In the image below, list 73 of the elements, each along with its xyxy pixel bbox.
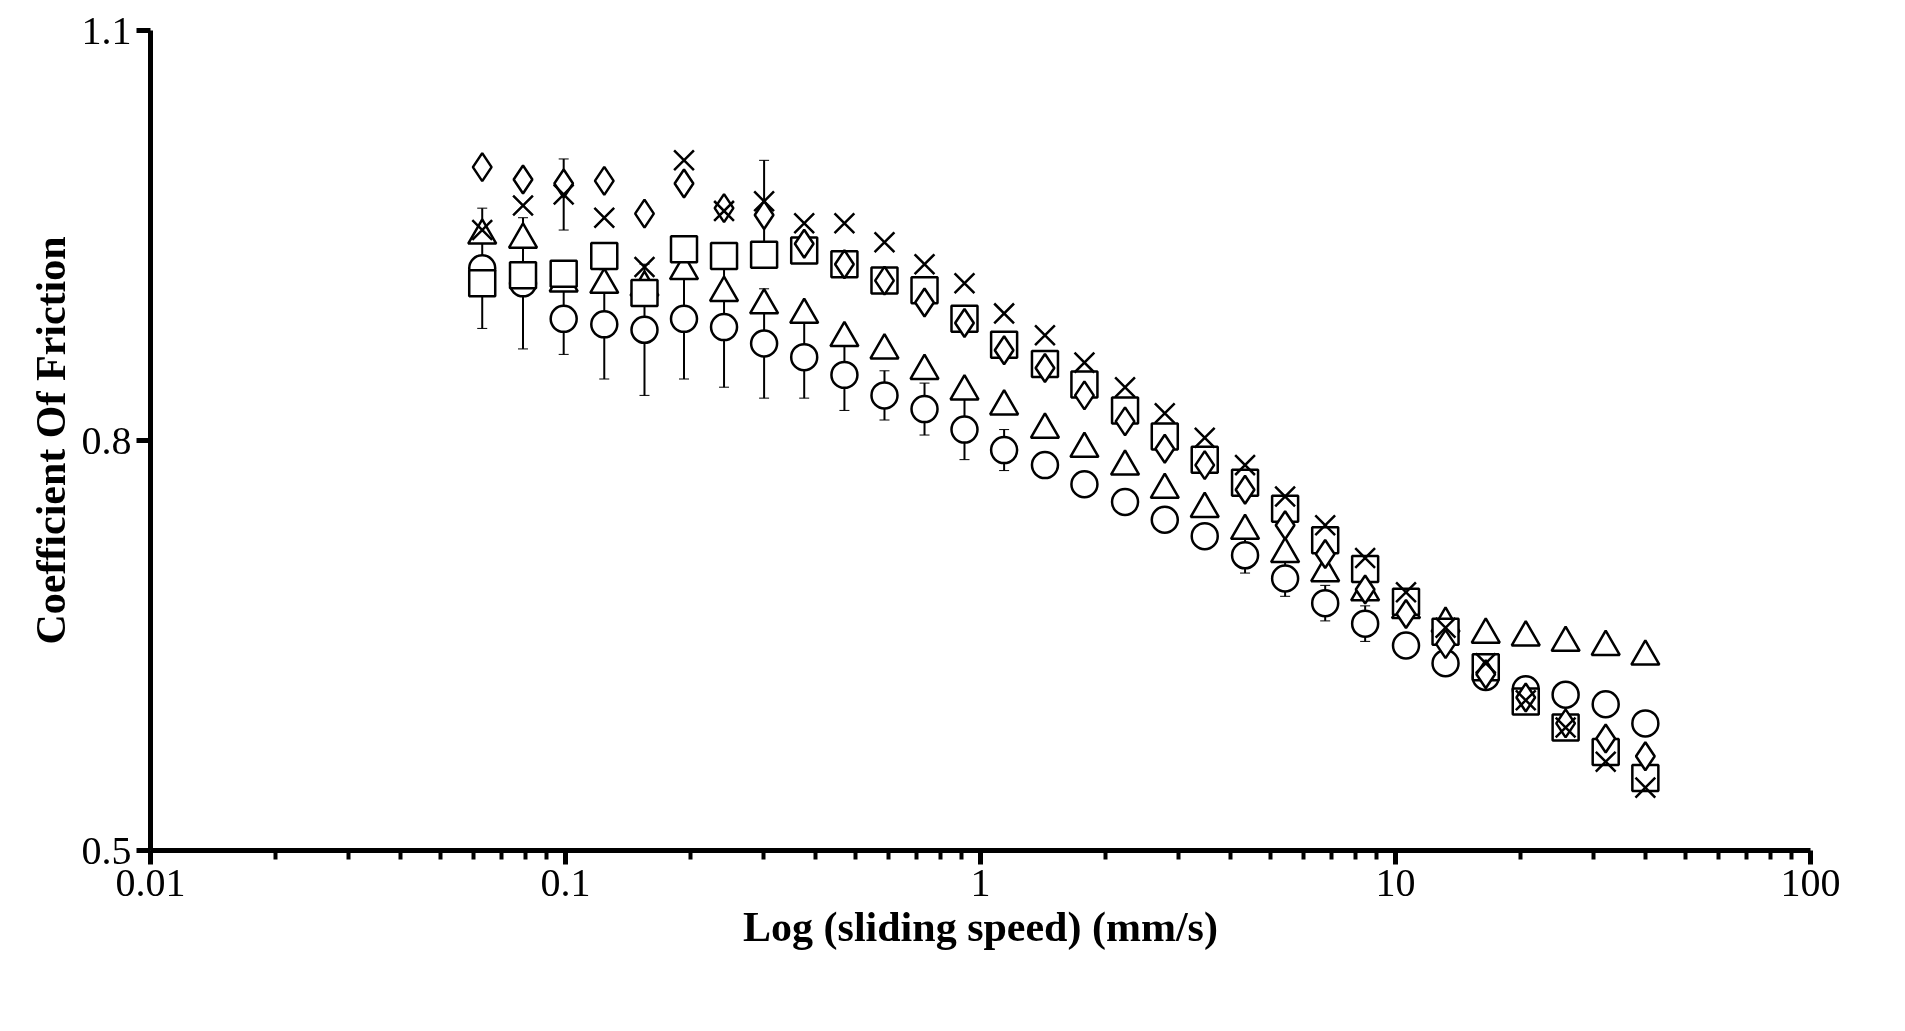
point [873, 231, 896, 254]
point [467, 269, 497, 298]
point [830, 360, 859, 390]
point [1595, 723, 1617, 754]
point [1234, 474, 1256, 505]
point [1233, 453, 1257, 477]
point [511, 194, 535, 217]
point [590, 241, 619, 271]
point [913, 287, 936, 318]
point [1631, 709, 1660, 738]
point [993, 335, 1015, 366]
point [1113, 376, 1137, 399]
point [870, 381, 899, 410]
point [1314, 514, 1337, 537]
point [1154, 433, 1176, 464]
point [1033, 324, 1057, 347]
point [1591, 690, 1620, 719]
point [630, 315, 659, 345]
point [749, 329, 779, 358]
x-tick-label: 100 [1780, 859, 1841, 905]
point [512, 164, 534, 195]
point [913, 253, 936, 276]
point [590, 310, 619, 339]
point [1434, 628, 1457, 660]
point [1150, 505, 1180, 534]
point [950, 415, 979, 444]
point [672, 149, 696, 172]
point [508, 260, 538, 290]
x-axis-title: Log (sliding speed) (mm/s) [743, 903, 1218, 951]
point [1110, 487, 1140, 517]
point [1193, 426, 1216, 449]
point [549, 304, 578, 334]
x-tick-label: 10 [1375, 859, 1416, 905]
point [989, 435, 1019, 465]
point [673, 168, 695, 199]
point [1310, 588, 1340, 618]
y-axis-title: Coefficient Of Friction [27, 236, 74, 645]
y-tick-label: 0.8 [81, 417, 132, 463]
point [549, 259, 578, 289]
point [953, 307, 976, 339]
point [992, 302, 1016, 325]
point [1114, 406, 1136, 437]
point [793, 228, 815, 259]
y-tick-label: 1.1 [81, 7, 132, 53]
point [749, 240, 779, 269]
point [593, 206, 616, 229]
point [1070, 470, 1099, 499]
point [1391, 631, 1421, 660]
point [1230, 541, 1260, 570]
point [1350, 609, 1380, 638]
point [1354, 574, 1376, 605]
point [793, 212, 816, 235]
point [709, 241, 739, 271]
point [1030, 450, 1060, 480]
point [1073, 380, 1096, 411]
point [633, 198, 656, 229]
x-tick-label: 0.1 [540, 859, 591, 905]
point [709, 312, 739, 342]
point [1190, 521, 1219, 551]
point [833, 212, 856, 235]
point [1153, 402, 1176, 425]
point [1073, 351, 1096, 374]
point [669, 234, 699, 264]
point [1551, 680, 1580, 709]
point [953, 272, 976, 295]
point [552, 183, 575, 206]
point [789, 342, 819, 372]
point [910, 394, 939, 424]
point [752, 190, 776, 213]
point [669, 304, 699, 334]
x-tick-label: 1 [970, 859, 991, 905]
point [1270, 564, 1300, 593]
point [712, 199, 736, 223]
